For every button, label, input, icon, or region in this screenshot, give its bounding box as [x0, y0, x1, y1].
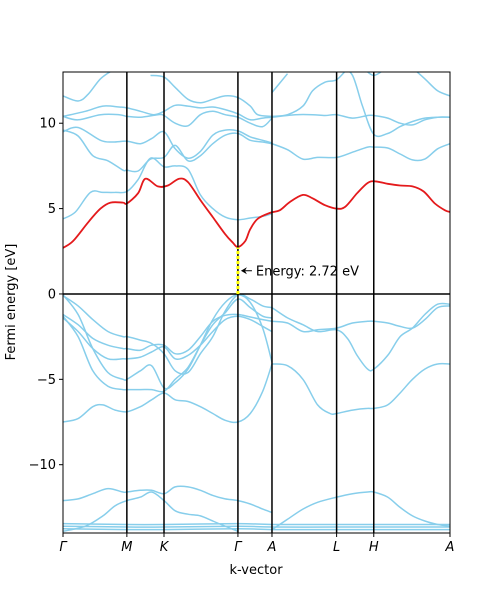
band-line-10 — [271, 73, 289, 93]
band-line-14 — [63, 313, 273, 355]
y-tick-label-0: −10 — [29, 458, 56, 473]
band-line-19 — [63, 363, 273, 424]
band-line-24 — [63, 491, 239, 533]
x-tick-label-1: M — [121, 540, 132, 555]
x-tick-label-3: Γ — [234, 540, 243, 555]
x-tick-label-7: A — [445, 540, 455, 555]
band-line-5 — [63, 104, 273, 121]
band-line-15 — [63, 315, 273, 361]
plot-frame — [62, 71, 451, 534]
band-line-8 — [271, 113, 450, 126]
x-tick-label-6: H — [369, 540, 379, 555]
y-tick-label-4: 10 — [39, 117, 56, 132]
gap-energy-label: Energy: 2.72 eV — [256, 265, 359, 280]
x-tick-label-4: A — [267, 540, 277, 555]
band-line-28 — [63, 527, 450, 531]
x-tick-label-5: L — [333, 540, 340, 555]
band-line-11 — [348, 72, 450, 138]
band-line-23 — [63, 485, 273, 514]
band-line-25 — [271, 490, 450, 531]
y-tick-label-3: 5 — [48, 202, 56, 217]
band-line-12 — [366, 72, 383, 77]
band-line-21 — [271, 305, 450, 333]
band-line-3 — [63, 110, 273, 128]
conduction-band-min-line — [63, 177, 450, 249]
gap-arrow-head — [240, 267, 247, 275]
band-line-2 — [63, 126, 273, 159]
band-line-16 — [63, 293, 273, 375]
y-tick-label-1: −5 — [37, 373, 56, 388]
band-line-0 — [63, 157, 273, 221]
band-line-13 — [416, 72, 450, 97]
band-line-6 — [150, 74, 273, 118]
band-line-18 — [63, 298, 273, 393]
x-tick-label-0: Γ — [59, 540, 68, 555]
x-axis-label: k-vector — [229, 563, 283, 578]
band-line-17 — [63, 294, 273, 390]
ticks-layer: −10 −5 0 5 10 Γ M K Γ A L H A — [29, 117, 455, 555]
x-tick-label-2: K — [160, 540, 170, 555]
band-line-1 — [63, 129, 273, 173]
bands-layer — [63, 72, 450, 533]
band-line-22 — [271, 302, 450, 372]
band-line-26 — [63, 522, 450, 526]
band-line-9 — [271, 142, 450, 162]
frame-layer — [62, 71, 451, 534]
band-gap-annotation: Energy: 2.72 eV — [236, 247, 359, 294]
band-line-20 — [271, 362, 450, 416]
y-tick-label-2: 0 — [48, 287, 56, 302]
band-line-27 — [63, 525, 450, 528]
y-axis-label: Fermi energy [eV] — [4, 244, 19, 361]
band-line-4 — [63, 72, 112, 102]
